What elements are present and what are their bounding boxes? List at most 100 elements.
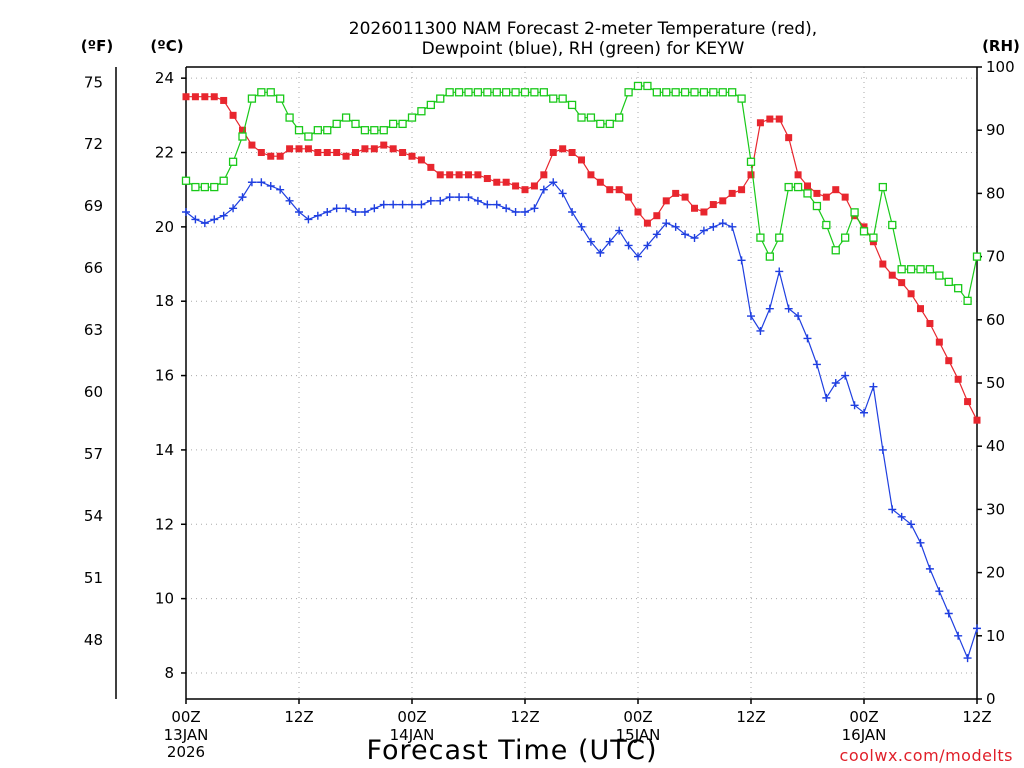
data-point <box>615 186 623 194</box>
fahrenheit-tick-label: 75 <box>84 73 103 91</box>
data-point <box>681 230 690 239</box>
data-point <box>643 81 652 91</box>
data-point <box>351 207 360 216</box>
series-line <box>185 181 978 660</box>
data-point <box>549 94 558 103</box>
data-point <box>417 200 426 209</box>
data-point <box>963 654 972 663</box>
data-point <box>850 401 859 410</box>
data-point <box>812 360 821 369</box>
data-point <box>671 222 680 231</box>
data-point <box>426 196 435 205</box>
data-point <box>333 149 341 157</box>
data-point <box>737 256 746 265</box>
fahrenheit-tick-label: 66 <box>84 259 103 277</box>
data-point <box>417 156 425 164</box>
data-point <box>229 111 237 119</box>
data-point <box>690 234 699 243</box>
data-point <box>455 171 463 179</box>
data-point <box>747 171 755 179</box>
data-point <box>596 178 604 186</box>
data-point <box>841 233 850 242</box>
data-point <box>737 94 746 103</box>
rh-tick-label: 10 <box>986 627 1005 645</box>
data-point <box>313 211 322 220</box>
data-point <box>474 171 482 179</box>
series-0 <box>182 93 981 424</box>
data-point <box>662 197 670 205</box>
data-point <box>587 171 595 179</box>
data-point <box>539 88 548 97</box>
data-point <box>465 171 472 179</box>
data-point <box>756 233 765 242</box>
data-point <box>831 379 840 387</box>
data-point <box>436 196 445 205</box>
data-point <box>586 113 596 122</box>
data-point <box>973 416 981 424</box>
chart-title-line1: 2026011300 NAM Forecast 2-meter Temperat… <box>349 19 817 39</box>
data-point <box>220 96 228 104</box>
data-point <box>577 113 586 122</box>
data-point <box>276 94 285 103</box>
data-point <box>228 157 238 166</box>
data-point <box>360 207 369 216</box>
data-point <box>925 265 935 274</box>
data-point <box>257 88 266 97</box>
data-point <box>219 176 228 185</box>
data-point <box>898 279 906 287</box>
data-point <box>878 182 887 192</box>
data-point <box>804 182 811 190</box>
data-point <box>323 207 332 216</box>
x-date-label: 16JAN <box>842 726 887 744</box>
data-point <box>972 252 982 261</box>
data-point <box>794 171 802 179</box>
data-point <box>266 88 275 97</box>
data-point <box>238 132 247 141</box>
data-point <box>577 222 586 231</box>
x-tick-label: 00Z <box>849 708 878 726</box>
data-point <box>483 200 492 209</box>
fahrenheit-tick-label: 48 <box>84 631 103 649</box>
data-point <box>624 241 633 250</box>
data-point <box>549 178 558 187</box>
rh-tick-label: 0 <box>986 690 996 708</box>
fahrenheit-tick-label: 60 <box>84 383 103 401</box>
celsius-tick-label: 20 <box>155 218 174 236</box>
data-point <box>738 186 746 194</box>
data-point <box>869 233 878 242</box>
data-point <box>784 182 793 192</box>
data-point <box>935 338 943 346</box>
data-point <box>596 248 605 257</box>
data-point <box>520 88 530 97</box>
data-point <box>822 193 830 201</box>
data-point <box>238 193 247 202</box>
data-point <box>370 145 378 153</box>
data-point <box>521 186 529 194</box>
x-year-label: 2026 <box>167 743 205 761</box>
data-point <box>266 181 275 190</box>
x-tick-label: 00Z <box>171 708 200 726</box>
data-point <box>200 182 209 192</box>
data-point <box>314 149 322 157</box>
data-point <box>379 126 388 135</box>
rh-tick-label: 80 <box>986 184 1005 202</box>
data-point <box>389 200 398 209</box>
data-point <box>954 631 963 640</box>
data-point <box>954 284 963 293</box>
data-point <box>398 119 407 129</box>
data-point <box>784 304 793 313</box>
data-point <box>530 182 538 190</box>
data-point <box>699 88 709 97</box>
data-point <box>794 312 803 321</box>
credit-text: coolwx.com/modelts <box>840 746 1013 765</box>
x-tick-label: 12Z <box>510 708 539 726</box>
data-point <box>860 408 868 417</box>
rh-tick-label: 40 <box>986 437 1005 455</box>
data-point <box>464 88 473 97</box>
data-point <box>210 93 218 101</box>
data-point <box>606 186 614 194</box>
data-point <box>473 196 482 205</box>
data-point <box>709 201 717 209</box>
data-point <box>502 178 510 186</box>
data-point <box>793 182 803 192</box>
